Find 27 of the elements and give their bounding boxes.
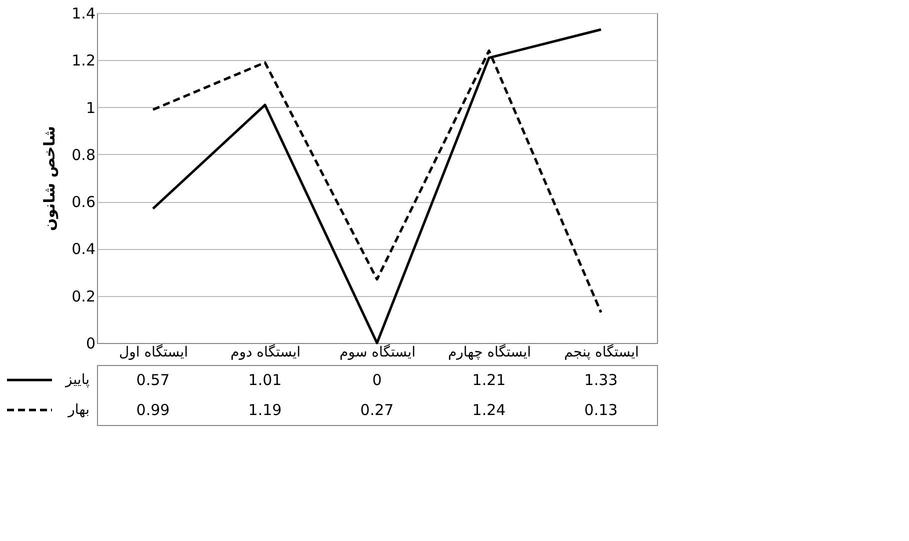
y-tick-label: 0.8 (72, 146, 96, 164)
data-label: 1.21 (472, 371, 506, 389)
line-series (152, 28, 602, 344)
data-label: 0 (372, 371, 382, 389)
y-tick-label: 1.2 (72, 52, 96, 70)
y-tick-label: 1 (86, 98, 96, 117)
y-tick-label: 0.6 (72, 193, 96, 212)
data-label: 0.57 (136, 371, 170, 389)
data-label: 1.19 (248, 401, 282, 419)
legend-label: بهار (67, 402, 90, 418)
y-tick-label: 0.2 (72, 287, 96, 306)
data-label: 0.13 (584, 401, 618, 419)
data-label: 0.27 (360, 401, 394, 419)
data-label: 1.01 (248, 371, 282, 389)
y-axis-title: شاخص شانون (40, 126, 59, 232)
x-tick-label: ایستگاه دوم (230, 344, 300, 360)
legend-label: پاییز (64, 372, 90, 388)
y-tick-label: 1.4 (72, 4, 96, 22)
y-tick-label: 0.4 (72, 240, 96, 258)
x-tick-label: ایستگاه چهارم (448, 344, 532, 360)
x-tick-label: ایستگاه سوم (340, 344, 416, 360)
x-tick-label: ایستگاه اول (118, 344, 188, 360)
data-label: 1.33 (584, 371, 618, 389)
x-tick-label: ایستگاه پنجم (564, 344, 639, 360)
data-label: 0.99 (136, 401, 170, 419)
data-label: 1.24 (472, 401, 506, 419)
y-tick-label: 0 (86, 334, 96, 352)
